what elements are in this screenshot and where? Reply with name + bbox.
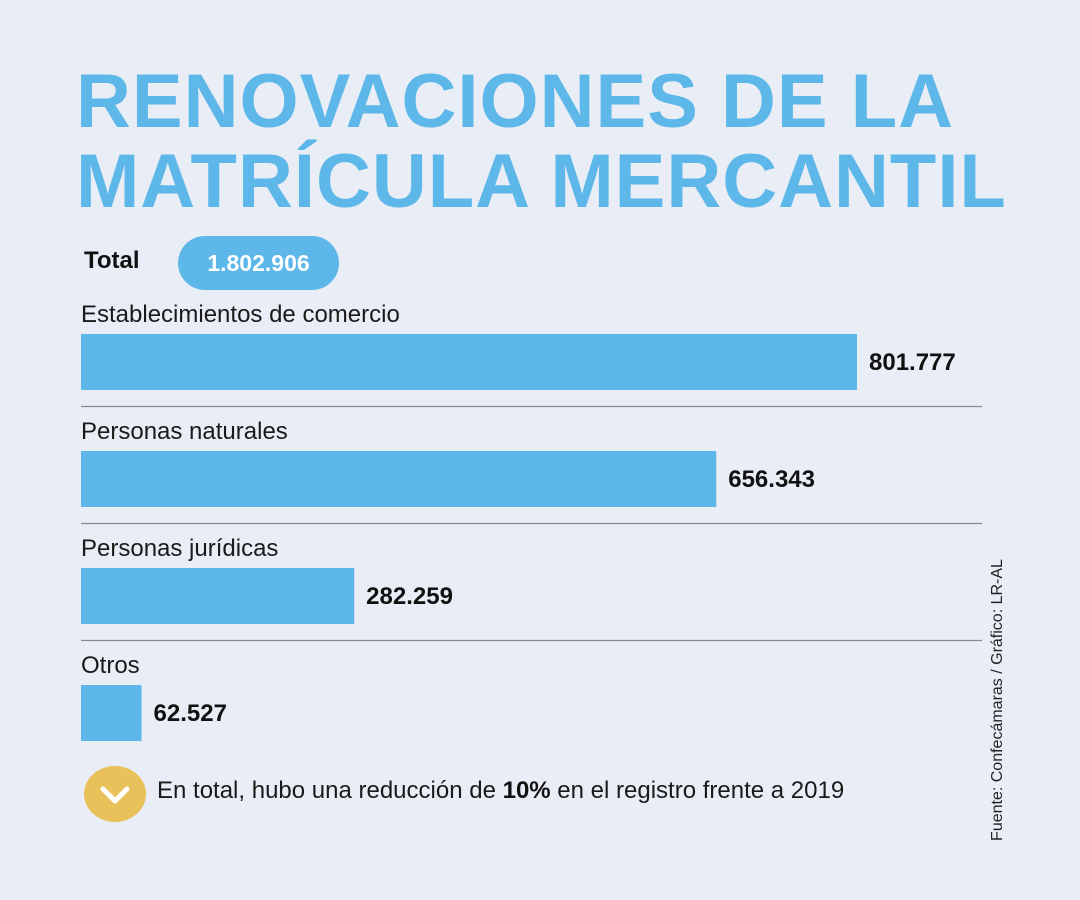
bar [81, 451, 717, 507]
chart-title-line-1: RENOVACIONES DE LA [76, 59, 955, 144]
value-label: 62.527 [154, 700, 227, 727]
category-label: Otros [81, 652, 140, 679]
chart-title-line-2: MATRÍCULA MERCANTIL [76, 139, 1007, 224]
category-label: Establecimientos de comercio [81, 301, 400, 328]
bar [81, 334, 857, 390]
summary-note-before: En total, hubo una reducción de [157, 777, 503, 804]
summary-note: En total, hubo una reducción de 10% en e… [157, 777, 844, 805]
bar [81, 568, 355, 624]
category-label: Personas jurídicas [81, 535, 278, 562]
total-label: Total [84, 247, 140, 274]
source-credit: Fuente: Confecámaras / Gráfico: LR-AL [989, 559, 1006, 841]
category-label: Personas naturales [81, 418, 288, 445]
chart-title: RENOVACIONES DE LA MATRÍCULA MERCANTIL [76, 62, 1007, 222]
value-label: 282.259 [366, 583, 453, 610]
value-label: 656.343 [728, 466, 815, 493]
summary-note-highlight: 10% [502, 777, 551, 804]
summary-note-after: en el registro frente a 2019 [550, 777, 845, 804]
chevron-down-icon [84, 766, 146, 822]
total-value-badge: 1.802.906 [178, 236, 339, 290]
value-label: 801.777 [869, 349, 956, 376]
bar [81, 685, 142, 741]
